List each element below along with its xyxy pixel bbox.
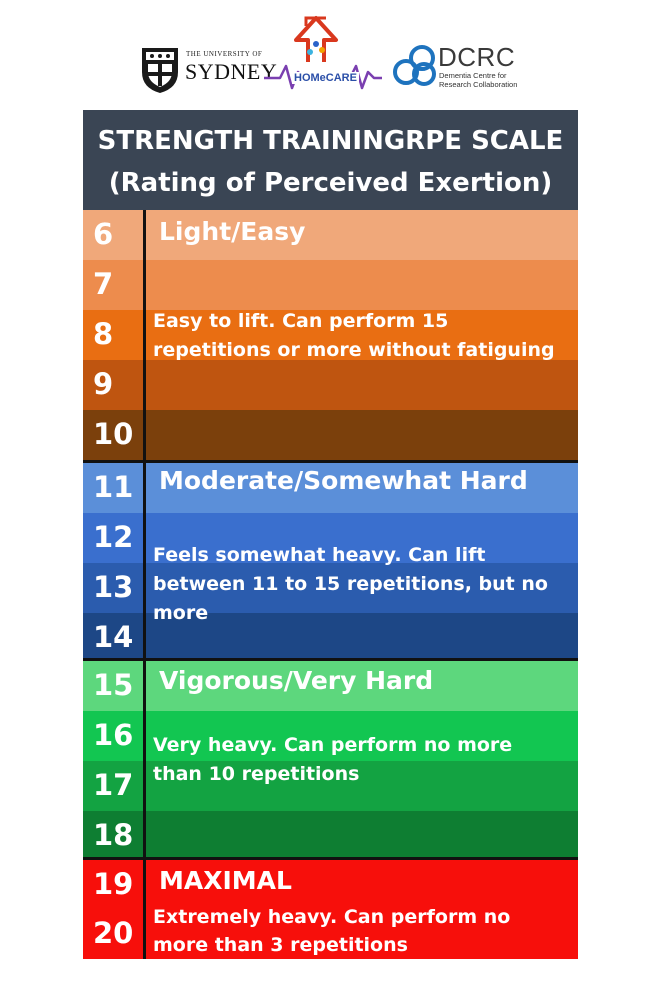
group-label-moderate: Moderate/Somewhat Hard bbox=[159, 466, 528, 495]
rating-number: 7 bbox=[93, 267, 114, 301]
rpe-scale-chart: STRENGTH TRAININGRPE SCALE (Rating of Pe… bbox=[83, 110, 578, 959]
scale-header: STRENGTH TRAININGRPE SCALE (Rating of Pe… bbox=[83, 110, 578, 210]
scale-row: 6 bbox=[83, 210, 578, 260]
rating-number: 12 bbox=[93, 520, 134, 554]
rating-number: 14 bbox=[93, 620, 134, 654]
rating-number: 18 bbox=[93, 818, 134, 852]
university-of-sydney-logo: THE UNIVERSITY OF SYDNEY bbox=[140, 46, 277, 96]
scale-title: STRENGTH TRAININGRPE SCALE bbox=[97, 126, 564, 156]
homecare-wordmark: HOMeCARE bbox=[292, 72, 359, 84]
scale-row: 13 bbox=[83, 563, 578, 613]
rating-number: 13 bbox=[93, 570, 134, 604]
dcrc-subtitle-line-2: Research Collaboration bbox=[439, 80, 518, 89]
group-separator bbox=[83, 857, 578, 860]
group-desc-maximal: Extremely heavy. Can perform no more tha… bbox=[153, 906, 511, 956]
column-divider bbox=[143, 661, 146, 857]
scale-row: 18 bbox=[83, 811, 578, 861]
rating-number: 16 bbox=[93, 718, 134, 752]
scale-row: 7 bbox=[83, 260, 578, 310]
group-label-vigorous: Vigorous/Very Hard bbox=[159, 666, 434, 695]
dcrc-subtitle: Dementia Centre for Research Collaborati… bbox=[439, 71, 517, 89]
rating-number: 19 bbox=[93, 867, 134, 901]
rating-number: 6 bbox=[93, 217, 114, 251]
rating-number: 8 bbox=[93, 317, 114, 351]
scale-row: 16 bbox=[83, 711, 578, 761]
homecare-logo: HOMeCARE bbox=[262, 12, 384, 98]
scale-row: 17 bbox=[83, 761, 578, 811]
column-divider bbox=[143, 210, 146, 460]
column-divider bbox=[143, 463, 146, 658]
logo-strip: THE UNIVERSITY OF SYDNEY HOMeCARE DCRC D… bbox=[0, 0, 654, 105]
group-separator bbox=[83, 658, 578, 661]
scale-subtitle: (Rating of Perceived Exertion) bbox=[108, 168, 553, 198]
rating-number: 20 bbox=[93, 916, 134, 950]
university-crest-icon bbox=[142, 48, 178, 93]
usyd-big-text: SYDNEY bbox=[185, 59, 278, 84]
group-separator bbox=[83, 460, 578, 463]
scale-row: 8 bbox=[83, 310, 578, 360]
dcrc-rings-icon bbox=[393, 45, 436, 86]
rating-number: 11 bbox=[93, 470, 134, 504]
scale-row: 20 bbox=[83, 909, 578, 959]
rating-number: 15 bbox=[93, 668, 134, 702]
dcrc-logo: DCRC Dementia Centre for Research Collab… bbox=[392, 40, 527, 96]
scale-row: 15 bbox=[83, 661, 578, 711]
rating-number: 10 bbox=[93, 417, 134, 451]
scale-row: 9 bbox=[83, 360, 578, 410]
dcrc-name: DCRC bbox=[438, 42, 516, 72]
scale-row: 12 bbox=[83, 513, 578, 563]
house-pulse-icon bbox=[264, 16, 382, 90]
scale-row: 19 bbox=[83, 860, 578, 910]
usyd-small-text: THE UNIVERSITY OF bbox=[186, 50, 263, 58]
scale-row: 10 bbox=[83, 410, 578, 460]
rating-number: 17 bbox=[93, 768, 134, 802]
group-desc-moderate: Feels somewhat heavy. Can lift between 1… bbox=[153, 544, 548, 624]
scale-row: 11 bbox=[83, 463, 578, 513]
rating-number: 9 bbox=[93, 367, 114, 401]
group-desc-light: Easy to lift. Can perform 15 repetitions… bbox=[153, 310, 555, 361]
group-desc-vigorous: Very heavy. Can perform no more than 10 … bbox=[153, 734, 513, 785]
column-divider bbox=[143, 860, 146, 959]
group-label-maximal: MAXIMAL bbox=[159, 866, 292, 895]
group-label-light: Light/Easy bbox=[159, 217, 306, 246]
dcrc-subtitle-line-1: Dementia Centre for bbox=[439, 71, 507, 80]
scale-row: 14 bbox=[83, 613, 578, 663]
